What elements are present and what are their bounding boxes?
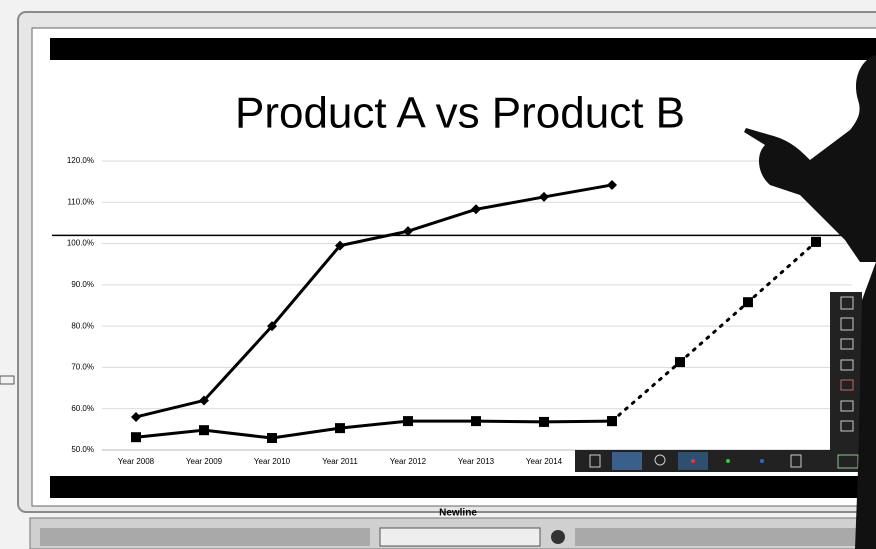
- x-tick-label: Year 2010: [254, 457, 291, 466]
- speaker-left: [40, 528, 370, 546]
- y-tick-label: 70.0%: [71, 363, 94, 372]
- whiteboard-screenshot: Newline Product A vs Product B 50.0% 60.0…: [0, 0, 876, 549]
- y-tick-label: 100.0%: [67, 239, 94, 248]
- bottom-bar: [50, 476, 876, 498]
- y-tick-label: 90.0%: [71, 280, 94, 289]
- top-bar: [50, 38, 876, 60]
- speaker-right: [575, 528, 865, 546]
- y-tick-label: 50.0%: [71, 445, 94, 454]
- y-tick-label: 120.0%: [67, 156, 94, 165]
- x-tick-label: Year 2011: [322, 457, 358, 466]
- tool-select[interactable]: [612, 452, 642, 470]
- point-marker: [743, 297, 753, 307]
- control-panel: [380, 528, 540, 546]
- point-marker: [131, 432, 141, 442]
- x-tick-label: Year 2008: [118, 457, 155, 466]
- blue-dot: [760, 459, 764, 463]
- x-tick-label: Year 2012: [390, 457, 427, 466]
- y-tick-label: 60.0%: [71, 404, 94, 413]
- brand-logo: Newline: [439, 508, 477, 519]
- point-marker: [199, 425, 209, 435]
- chart-title: Product A vs Product B: [235, 89, 685, 138]
- x-tick-label: Year 2009: [186, 457, 223, 466]
- red-dot: [691, 459, 695, 463]
- point-marker: [267, 433, 277, 443]
- point-marker: [675, 357, 685, 367]
- power-button[interactable]: [551, 530, 565, 544]
- toolbar-side: [830, 292, 862, 472]
- point-marker: [539, 417, 549, 427]
- point-marker: [335, 423, 345, 433]
- x-tick-label: Year 2013: [458, 457, 495, 466]
- y-tick-label: 110.0%: [67, 197, 94, 206]
- y-tick-label: 80.0%: [71, 321, 94, 330]
- point-marker: [811, 237, 821, 247]
- x-tick-label: Year 2014: [526, 457, 563, 466]
- point-marker: [471, 416, 481, 426]
- point-marker: [607, 416, 617, 426]
- point-marker: [403, 416, 413, 426]
- green-dot: [726, 459, 730, 463]
